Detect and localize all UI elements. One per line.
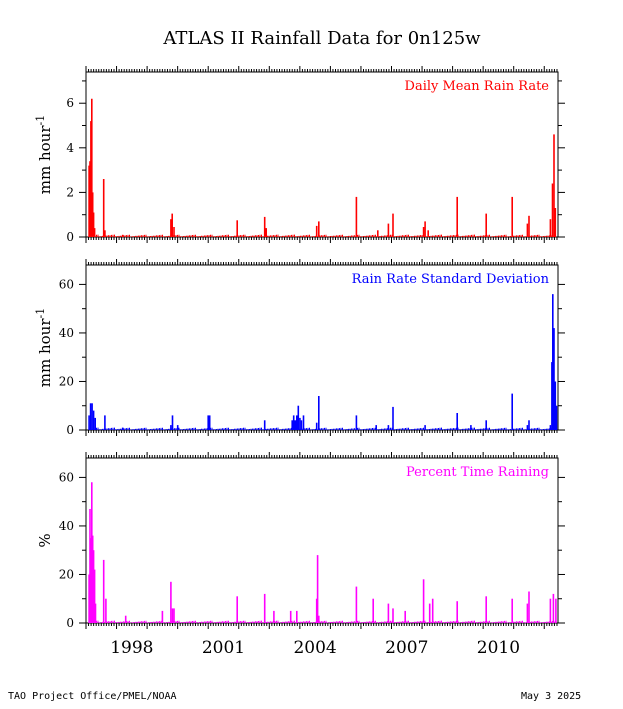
data-series <box>88 294 558 430</box>
x-tick-label: 2010 <box>477 638 520 658</box>
plot-frame <box>85 71 559 238</box>
legend-label: Rain Rate Standard Deviation <box>352 272 550 287</box>
y-tick-label: 60 <box>59 470 74 484</box>
data-bars-baseline <box>88 427 556 430</box>
x-tick-label: 2004 <box>293 638 336 658</box>
x-axis-year-labels: 1998 2001 2004 2007 2010 <box>110 638 520 658</box>
y-tick-label: 2 <box>66 185 74 199</box>
panel-1: 0 2 4 6 Daily Mean Rain Rate mm hour-1 <box>34 66 565 244</box>
x-axis-ticks <box>85 66 558 243</box>
y-tick-label: 40 <box>59 326 74 340</box>
y-axis-label: mm hour-1 <box>34 115 54 194</box>
y-tick-label: 20 <box>59 567 74 581</box>
x-tick-label: 2001 <box>202 638 245 658</box>
footer-date: May 3 2025 <box>521 691 582 702</box>
y-tick-label: 4 <box>66 141 74 155</box>
y-axis-ticks: 0 2 4 6 <box>66 80 565 244</box>
y-axis-label-text: % <box>36 533 54 547</box>
y-tick-label: 60 <box>59 277 74 291</box>
y-axis-label-text: mm hour <box>36 318 54 388</box>
y-axis-label-text: mm hour <box>36 125 54 195</box>
data-series <box>88 98 557 237</box>
y-tick-label: 6 <box>66 96 74 110</box>
plot-frame <box>85 264 559 431</box>
y-tick-label: 0 <box>66 423 74 437</box>
legend-label: Daily Mean Rain Rate <box>405 79 550 94</box>
y-tick-label: 40 <box>59 519 74 533</box>
data-bars-baseline <box>88 234 556 237</box>
y-axis-label: mm hour-1 <box>34 308 54 387</box>
x-axis-ticks <box>85 259 558 436</box>
y-axis-ticks: 0 20 40 60 <box>59 277 565 437</box>
y-tick-label: 0 <box>66 616 74 630</box>
x-tick-label: 1998 <box>110 638 153 658</box>
x-tick-label: 2007 <box>385 638 428 658</box>
data-series <box>88 482 557 623</box>
y-axis-label-superscript: -1 <box>34 115 47 126</box>
chart-title: ATLAS II Rainfall Data for 0n125w <box>162 28 481 49</box>
y-axis-ticks: 0 20 40 60 <box>59 470 565 630</box>
panel-2: 0 20 40 60 Rain Rate Standard Deviation mm ho… <box>34 259 565 437</box>
footer-credit: TAO Project Office/PMEL/NOAA <box>8 691 177 702</box>
y-axis-label-superscript: -1 <box>34 308 47 319</box>
plot-frame <box>85 457 559 624</box>
x-axis-ticks <box>85 452 558 629</box>
legend-label: Percent Time Raining <box>406 465 549 480</box>
y-tick-label: 20 <box>59 374 74 388</box>
panel-3: 0 20 40 60 Percent Time Raining% <box>36 452 565 630</box>
y-tick-label: 0 <box>66 230 74 244</box>
y-axis-label: % <box>36 533 54 547</box>
